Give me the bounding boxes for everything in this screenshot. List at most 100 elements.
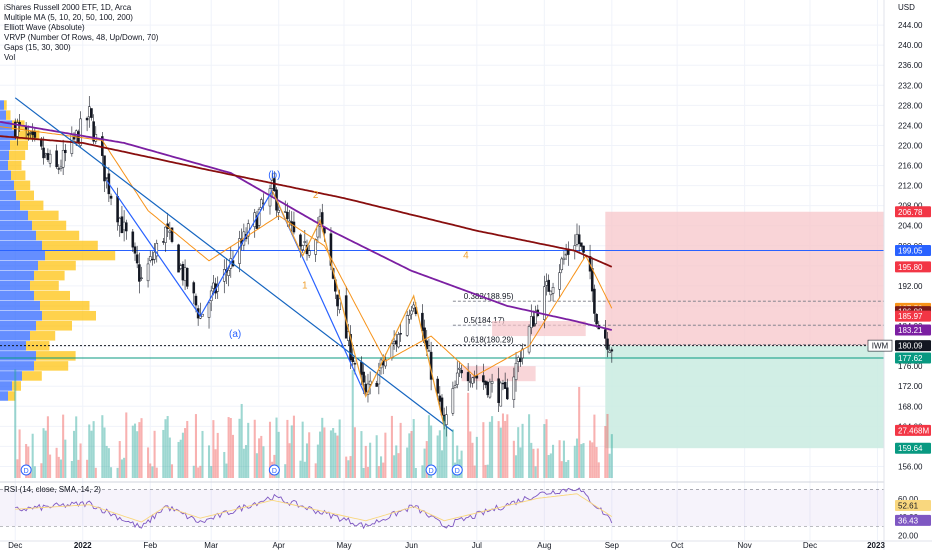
candle-body: [604, 329, 607, 339]
volume-bar: [210, 465, 213, 478]
volume-bar: [107, 448, 110, 478]
volume-bar: [88, 424, 91, 478]
volume-bar: [155, 467, 158, 478]
candle-body: [519, 358, 522, 363]
volume-bar: [166, 416, 169, 478]
volume-bar: [473, 465, 476, 478]
volume-profile-up-bar: [0, 180, 14, 191]
volume-bar: [408, 433, 411, 478]
volume-bar: [501, 413, 504, 478]
candle-body: [564, 253, 568, 256]
volume-profile-down-bar: [42, 310, 96, 321]
rsi-tag-value-0: 52.61: [898, 502, 919, 511]
volume-bar: [549, 453, 552, 478]
volume-bar: [138, 422, 141, 478]
volume-profile-down-bar: [36, 321, 72, 331]
volume-bar: [582, 443, 585, 478]
volume-profile-up-bar: [0, 170, 11, 181]
candle-body: [151, 258, 154, 261]
volume-profile-down-bar: [38, 260, 76, 271]
volume-profile-up-bar: [0, 250, 45, 261]
volume-bar: [360, 431, 363, 478]
candle-body: [580, 242, 583, 247]
candle-body: [397, 334, 400, 348]
volume-profile-up-bar: [0, 290, 34, 301]
volume-bar: [59, 459, 62, 478]
volume-bar: [443, 416, 446, 478]
time-axis-label-5: May: [336, 541, 351, 550]
volume-bar: [133, 423, 137, 478]
volume-bar: [79, 443, 82, 478]
time-axis-label-12: Dec: [803, 541, 817, 550]
volume-bar: [534, 466, 537, 478]
volume-bar: [486, 464, 489, 478]
candle-body: [183, 267, 187, 281]
candle-body: [529, 316, 533, 328]
candle-body: [148, 256, 152, 261]
candle-body: [120, 216, 124, 234]
volume-bar: [301, 421, 304, 478]
price-tag-box-10: [895, 442, 931, 454]
volume-bar: [366, 466, 370, 478]
price-axis-tick-label: 244.00: [898, 21, 923, 30]
downtrend-line: [14, 97, 454, 432]
price-axis-tick-label: 240.00: [898, 41, 923, 50]
volume-bar: [94, 467, 97, 478]
volume-bar: [519, 447, 522, 478]
candle-body: [466, 372, 470, 382]
take-profit-zone: [605, 345, 884, 449]
candle-body: [177, 244, 180, 273]
candle-body: [451, 388, 455, 414]
candle-body: [567, 250, 570, 255]
candle-body: [499, 382, 503, 407]
legend-indicator-elliott: Elliott Wave (Absolute): [4, 23, 85, 32]
candle-body: [471, 377, 474, 384]
candle-body: [501, 382, 505, 385]
candle-body: [551, 286, 555, 294]
candle-body: [547, 279, 550, 292]
candle-body: [146, 263, 150, 282]
volume-bar: [604, 425, 607, 478]
volume-bar: [186, 420, 189, 478]
price-tag-box-6: [895, 324, 931, 336]
volume-profile-down-bar: [40, 300, 90, 311]
time-axis-label-9: Sep: [605, 541, 620, 550]
price-tag-value-2: 195.80: [898, 263, 923, 272]
volume-bar: [497, 421, 500, 478]
candle-body: [87, 106, 91, 118]
volume-profile-down-bar: [8, 391, 16, 401]
volume-bar: [321, 417, 324, 478]
candle-body: [90, 108, 93, 118]
volume-bar: [380, 456, 383, 478]
volume-bar: [184, 428, 187, 478]
volume-bar: [589, 440, 592, 478]
candle-body: [92, 121, 95, 142]
symbol-tag-label: IWM: [872, 342, 889, 351]
candle-body: [527, 326, 531, 353]
candle-body: [185, 267, 189, 287]
volume-bar: [467, 392, 470, 478]
volume-bar: [101, 415, 104, 478]
volume-bar: [460, 450, 463, 478]
price-axis-tick-label: 168.00: [898, 402, 923, 411]
candle-body: [270, 180, 274, 189]
volume-bar: [151, 466, 154, 478]
volume-profile-up-bar: [0, 300, 40, 311]
candle-body: [103, 155, 106, 182]
volume-bar: [64, 439, 67, 478]
candle-body: [79, 118, 82, 146]
candle-body: [135, 254, 139, 264]
volume-bar: [177, 441, 180, 478]
volume-bar: [103, 427, 106, 478]
candle-body: [46, 153, 50, 160]
price-axis-tick-label: 176.00: [898, 362, 923, 371]
price-tag-box-5: [895, 310, 931, 322]
candle-body: [560, 258, 564, 271]
candle-body: [336, 294, 339, 307]
legend-indicator-vol: Vol: [4, 53, 16, 62]
volume-bar: [436, 435, 439, 478]
price-axis-tick-label: 232.00: [898, 81, 923, 90]
candle-body: [497, 378, 500, 403]
